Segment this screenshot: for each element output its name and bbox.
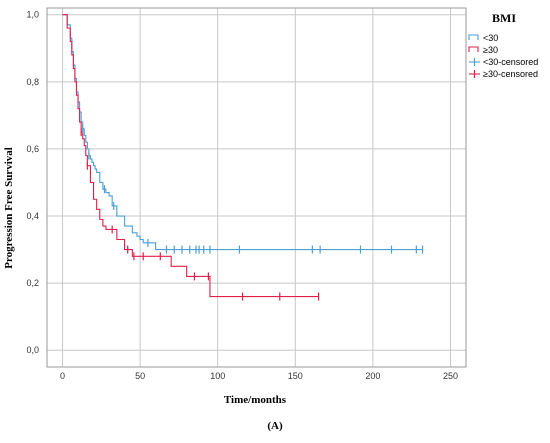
grid-lines xyxy=(47,8,466,367)
x-tick-label: 250 xyxy=(443,371,458,381)
x-tick-label: 0 xyxy=(60,371,65,381)
x-axis-title: Time/months xyxy=(224,394,287,406)
x-tick-labels: 0 50 100 150 200 250 xyxy=(60,371,458,381)
legend-item: ≥30 xyxy=(468,45,498,55)
x-tick-label: 100 xyxy=(210,371,225,381)
legend-item: <30-censored xyxy=(469,57,538,67)
legend-label: <30 xyxy=(483,33,498,43)
legend-title: BMI xyxy=(492,11,516,25)
y-tick-label: 0,6 xyxy=(26,144,39,154)
legend-label: ≥30-censored xyxy=(483,69,538,79)
plot-frame xyxy=(46,7,467,368)
legend-label: ≥30 xyxy=(483,45,498,55)
y-tick-labels: 0,0 0,2 0,4 0,6 0,8 1,0 xyxy=(26,10,39,356)
legend-swatch-step xyxy=(468,46,479,52)
x-tick-label: 200 xyxy=(365,371,380,381)
legend: BMI <30 ≥30 <30-censored ≥30-censored xyxy=(468,11,538,79)
y-tick-label: 0,2 xyxy=(26,278,39,288)
y-tick-label: 0,0 xyxy=(26,345,39,355)
figure-caption: (A) xyxy=(267,420,283,432)
y-tick-label: 1,0 xyxy=(26,10,39,20)
series-lines xyxy=(62,14,423,298)
legend-item: <30 xyxy=(468,33,498,43)
y-axis-title: Progression Free Survival xyxy=(3,147,15,269)
series-line-1 xyxy=(62,14,319,298)
censor-marks xyxy=(80,124,424,301)
legend-item: ≥30-censored xyxy=(469,69,538,79)
x-tick-label: 50 xyxy=(135,371,145,381)
y-tick-label: 0,4 xyxy=(26,211,39,221)
series-line-0 xyxy=(62,14,423,251)
legend-swatch-step xyxy=(468,34,479,40)
x-tick-label: 150 xyxy=(288,371,303,381)
legend-label: <30-censored xyxy=(483,57,538,67)
y-tick-label: 0,8 xyxy=(26,77,39,87)
